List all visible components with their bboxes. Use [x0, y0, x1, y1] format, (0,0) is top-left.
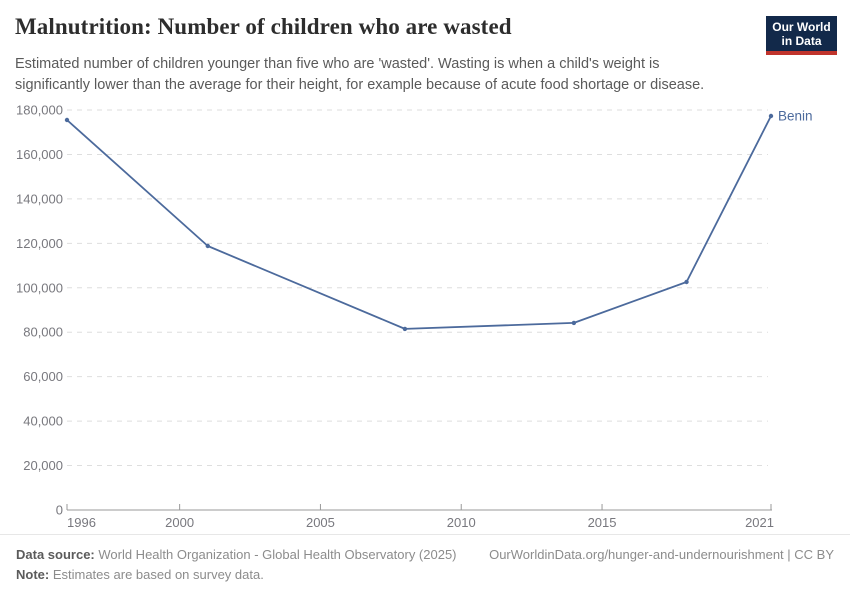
note-text: Estimates are based on survey data.	[49, 567, 264, 582]
y-axis-tick-label: 180,000	[16, 103, 63, 118]
y-axis-tick-label: 160,000	[16, 147, 63, 162]
y-axis-tick-label: 0	[56, 503, 63, 518]
data-source-text: World Health Organization - Global Healt…	[94, 547, 457, 562]
line-chart[interactable]: 0 20,000 40,000 60,000 80,000 100,000 120,000 1…	[0, 0, 850, 534]
y-axis-tick-label: 40,000	[23, 414, 63, 429]
y-axis-tick-label: 100,000	[16, 280, 63, 295]
owid-url-link[interactable]: OurWorldinData.org/hunger-and-undernouri…	[489, 547, 834, 562]
data-point[interactable]	[64, 117, 70, 123]
x-axis-tick-label: 2000	[165, 515, 194, 530]
chart-subtitle: Estimated number of children younger tha…	[15, 56, 705, 93]
x-axis-tick-label: 1996	[67, 515, 96, 530]
data-line-benin[interactable]	[66, 115, 772, 330]
data-point[interactable]	[684, 279, 689, 285]
note-label: Note:	[16, 567, 50, 582]
note-line: Note: Estimates are based on survey data…	[16, 567, 834, 582]
owid-logo-line2: in Data	[781, 34, 822, 48]
y-axis-tick-label: 120,000	[16, 236, 63, 251]
owid-logo-line1: Our World	[772, 20, 831, 34]
data-source-label: Data source:	[16, 547, 95, 562]
data-point[interactable]	[571, 320, 577, 326]
y-axis-tick-label: 140,000	[16, 191, 63, 206]
y-axis-tick-label: 80,000	[23, 325, 63, 340]
x-axis-tick-label: 2010	[447, 515, 476, 530]
y-axis-tick-label: 60,000	[23, 369, 63, 384]
series-end-label[interactable]: Benin	[778, 109, 813, 124]
y-axis-tick-label: 20,000	[23, 458, 63, 473]
chart-title: Malnutrition: Number of children who are…	[15, 14, 512, 39]
x-axis-tick-label: 2005	[306, 515, 335, 530]
owid-logo[interactable]: Our World in Data	[766, 16, 837, 55]
data-point[interactable]	[205, 243, 210, 249]
x-axis-tick-label: 2015	[588, 515, 617, 530]
x-axis-tick-label: 2021	[745, 515, 774, 530]
data-point[interactable]	[768, 113, 774, 119]
chart-footer: Data source: World Health Organization -…	[0, 534, 850, 582]
data-source-line: Data source: World Health Organization -…	[16, 547, 457, 562]
data-point[interactable]	[402, 326, 408, 332]
